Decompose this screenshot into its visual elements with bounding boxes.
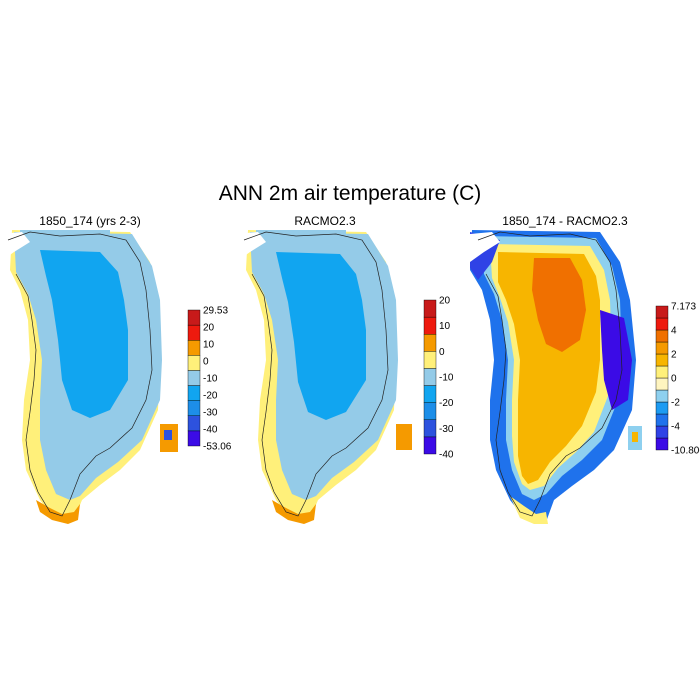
- colorbar-tick-label: -2: [671, 398, 680, 409]
- colorbar-tick-label: 7.173: [671, 302, 696, 313]
- colorbar-tick-label: 29.53: [203, 306, 228, 317]
- colorbar-segment: [655, 305, 669, 319]
- colorbar-tick-label: 2: [671, 350, 677, 361]
- colorbar-segment: [187, 415, 201, 432]
- colorbar-segment: [655, 353, 669, 367]
- panel-1-colorbar: -53.06 -40 -30 -20 -10 0 10 20 29.53: [187, 306, 232, 453]
- panel-1-island-core: [164, 430, 172, 440]
- colorbar-segment: [187, 370, 201, 386]
- panel-1-title: 1850_174 (yrs 2-3): [39, 214, 141, 228]
- colorbar-tick-label: -10.806: [671, 446, 700, 457]
- colorbar-segment: [187, 355, 201, 371]
- panel-3-map: [470, 230, 642, 524]
- colorbar-segment: [423, 334, 437, 352]
- colorbar-segment: [655, 401, 669, 415]
- colorbar-segment: [655, 365, 669, 379]
- colorbar-segment: [423, 299, 437, 318]
- panel-1-north-cells: [20, 230, 110, 244]
- colorbar-tick-label: 10: [439, 321, 451, 332]
- colorbar-tick-label: 20: [203, 323, 215, 334]
- colorbar-tick-label: 4: [671, 326, 677, 337]
- colorbar-tick-label: 0: [671, 374, 677, 385]
- colorbar-tick-label: -10: [439, 373, 454, 384]
- colorbar-segment: [187, 324, 201, 341]
- colorbar-tick-label: 0: [439, 347, 445, 358]
- panel-3-south-tip: [510, 496, 548, 524]
- panel-1-icesheet-interior: [40, 250, 128, 418]
- colorbar-tick-label: -30: [439, 424, 454, 435]
- colorbar-segment: [423, 316, 437, 335]
- colorbar-tick-label: -4: [671, 422, 680, 433]
- panel-3-ocean-gap: [470, 232, 500, 262]
- panel-2-ocean-gap: [236, 232, 266, 262]
- colorbar-tick-label: 0: [203, 357, 209, 368]
- panel-2-colorbar: -40 -30 -20 -10 0 10 20: [423, 296, 454, 461]
- panel-2-icesheet-interior: [276, 252, 366, 420]
- colorbar-tick-label: -40: [203, 425, 218, 436]
- colorbar-segment: [187, 340, 201, 356]
- panel-2-title: RACMO2.3: [294, 214, 356, 228]
- colorbar-segment: [655, 389, 669, 403]
- colorbar-tick-label: -40: [439, 450, 454, 461]
- colorbar-segment: [423, 385, 437, 403]
- colorbar-segment: [187, 430, 201, 447]
- panel-3-title: 1850_174 - RACMO2.3: [502, 214, 628, 228]
- colorbar-segment: [187, 385, 201, 401]
- panel-2-coastline: [243, 231, 389, 517]
- colorbar-segment: [187, 400, 201, 416]
- colorbar-segment: [655, 329, 669, 343]
- colorbar-segment: [423, 436, 437, 455]
- colorbar-segment: [423, 351, 437, 369]
- colorbar-tick-label: 10: [203, 340, 215, 351]
- panel-3-coastline: [477, 231, 623, 517]
- panel-2-south-tip: [272, 500, 316, 524]
- colorbar-tick-label: 20: [439, 296, 451, 307]
- colorbar-segment: [655, 341, 669, 355]
- panel-3-east-negative: [600, 310, 632, 410]
- colorbar-segment: [655, 413, 669, 427]
- colorbar-segment: [423, 402, 437, 420]
- colorbar-segment: [655, 377, 669, 391]
- colorbar-segment: [423, 419, 437, 438]
- colorbar-tick-label: -20: [203, 391, 218, 402]
- colorbar-tick-label: -53.06: [203, 442, 232, 453]
- figure-title: ANN 2m air temperature (C): [218, 182, 482, 205]
- colorbar-segment: [655, 437, 669, 451]
- colorbar-tick-label: -10: [203, 374, 218, 385]
- panel-1-south-tip: [36, 500, 80, 524]
- panel-2-map: [236, 230, 412, 524]
- panel-1-coastline: [7, 231, 153, 517]
- panel-3-island-core: [632, 432, 638, 442]
- panel-3-colorbar: -10.806 -4 -2 0 2 4 7.173: [655, 302, 700, 457]
- colorbar-segment: [187, 309, 201, 326]
- panel-2-island: [396, 424, 412, 450]
- panel-1-ocean-gap: [0, 232, 30, 262]
- panel-1-map: [0, 230, 178, 524]
- colorbar-tick-label: -20: [439, 398, 454, 409]
- colorbar-segment: [423, 368, 437, 386]
- panel-2-north-cells: [256, 230, 346, 244]
- colorbar-segment: [655, 425, 669, 439]
- colorbar-segment: [655, 317, 669, 331]
- panel-3-icesheet-interior: [532, 258, 586, 352]
- colorbar-tick-label: -30: [203, 408, 218, 419]
